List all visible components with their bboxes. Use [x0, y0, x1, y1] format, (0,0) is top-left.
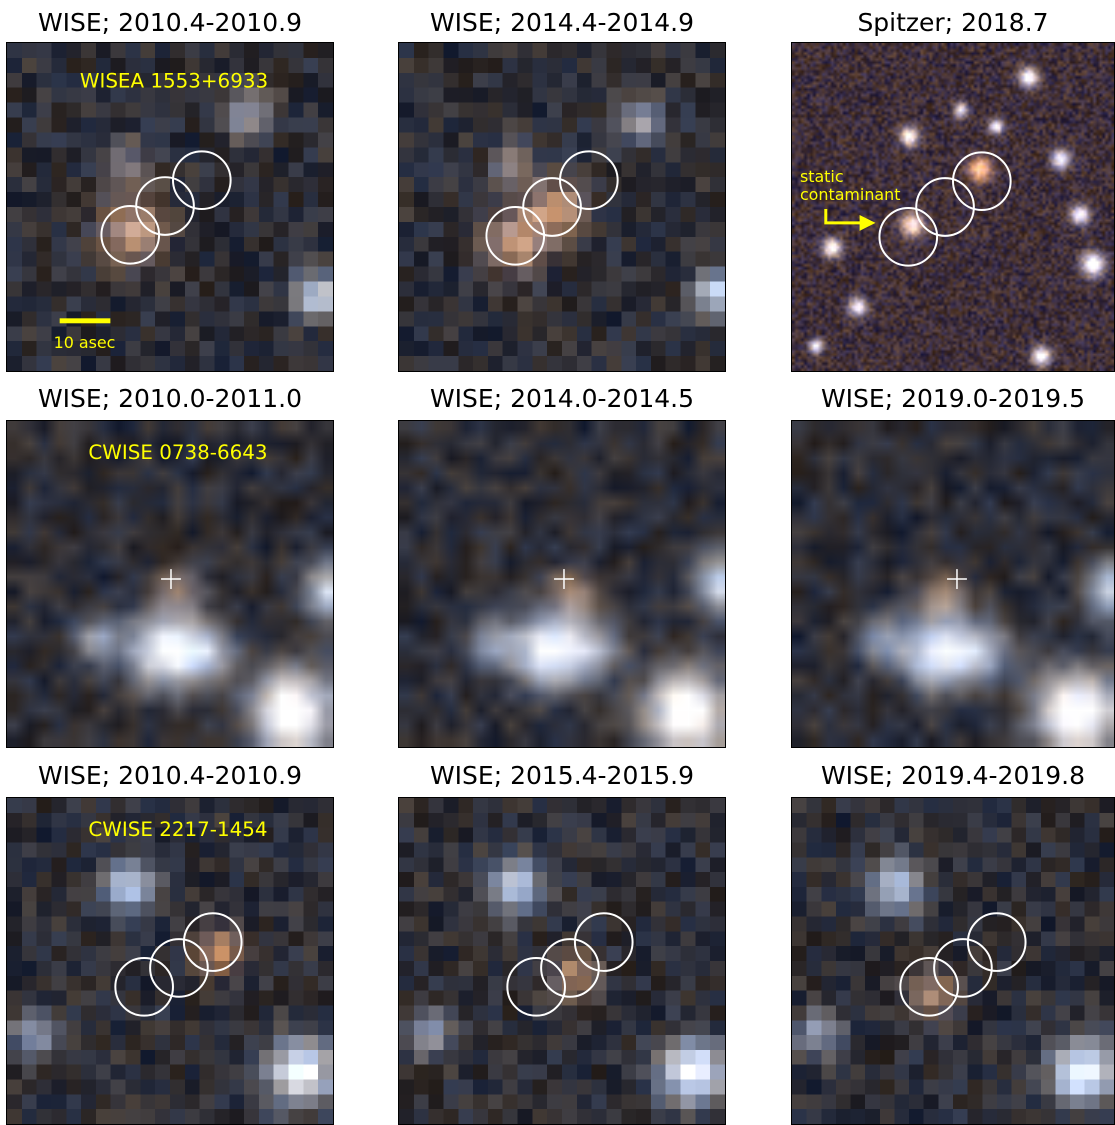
crosshair-marker — [554, 569, 574, 589]
panel-title: Spitzer; 2018.7 — [857, 8, 1049, 37]
scale-bar — [59, 318, 111, 324]
sky-image: CWISE 0738-6643 — [6, 420, 334, 748]
position-circle — [540, 938, 600, 998]
annotation-line-2: contaminant — [800, 185, 901, 204]
position-circle — [171, 150, 232, 210]
position-circle — [506, 957, 566, 1017]
crosshair-marker — [947, 569, 967, 589]
position-circle — [915, 177, 975, 237]
position-circle — [485, 206, 546, 266]
sky-image: static contaminant — [791, 42, 1115, 372]
crosshair-marker — [161, 569, 181, 589]
object-label: WISEA 1553+6933 — [80, 70, 268, 93]
panel-title: WISE; 2015.4-2015.9 — [429, 761, 695, 790]
panel-title: WISE; 2014.4-2014.9 — [429, 8, 695, 37]
position-circle — [135, 176, 195, 236]
panel-title: WISE; 2010.4-2010.9 — [37, 8, 303, 37]
sky-image-pixels — [399, 43, 725, 371]
panel-title: WISE; 2019.4-2019.8 — [820, 761, 1086, 790]
sky-image-pixels — [7, 421, 333, 747]
annotation-line-1: static — [800, 167, 844, 186]
object-label: CWISE 0738-6643 — [88, 441, 267, 464]
position-circle — [100, 205, 161, 265]
position-circle — [899, 957, 959, 1017]
position-circle — [933, 938, 993, 998]
position-circle — [952, 151, 1012, 211]
right-arrow-icon — [824, 208, 876, 231]
panel-7: WISE; 2010.4-2010.9 CWISE 2217-1454 — [6, 755, 334, 1125]
sky-image-pixels — [792, 798, 1114, 1124]
image-overlay — [899, 912, 1027, 1017]
panel-title: WISE; 2019.0-2019.5 — [820, 384, 1086, 413]
position-circle — [966, 912, 1027, 972]
sky-image — [398, 797, 726, 1125]
panel-8: WISE; 2015.4-2015.9 — [398, 755, 726, 1125]
sky-image-pixels — [399, 421, 725, 747]
sky-image-pixels — [792, 421, 1114, 747]
position-circle — [573, 912, 634, 972]
position-circle — [559, 150, 619, 210]
image-overlay — [554, 569, 574, 589]
position-circle — [149, 938, 209, 998]
sky-image: CWISE 2217-1454 — [6, 797, 334, 1125]
position-circle — [114, 957, 174, 1017]
sky-image — [791, 797, 1115, 1125]
panel-title: WISE; 2010.0-2011.0 — [37, 384, 303, 413]
panel-title: WISE; 2010.4-2010.9 — [37, 761, 303, 790]
sky-image: WISEA 1553+6933 10 asec — [6, 42, 334, 372]
panel-5: WISE; 2014.0-2014.5 — [398, 378, 726, 748]
scale-label: 10 asec — [54, 333, 116, 352]
image-overlay: CWISE 2217-1454 — [88, 818, 267, 1017]
image-overlay: CWISE 0738-6643 — [88, 441, 267, 589]
position-circle — [522, 177, 582, 237]
image-overlay: WISEA 1553+6933 10 asec — [54, 70, 268, 352]
object-label: CWISE 2217-1454 — [88, 818, 267, 841]
image-overlay — [485, 150, 619, 266]
sky-image — [398, 420, 726, 748]
sky-image — [398, 42, 726, 372]
image-overlay — [947, 569, 967, 589]
sky-image-pixels — [7, 798, 333, 1124]
sky-image-pixels — [7, 43, 333, 371]
sky-image-pixels — [399, 798, 725, 1124]
panel-4: WISE; 2010.0-2011.0 CWISE 0738-6643 — [6, 378, 334, 748]
position-circle — [878, 207, 939, 267]
position-circle — [182, 912, 243, 972]
sky-image — [791, 420, 1115, 748]
panel-1: WISE; 2010.4-2010.9 WISEA 1553+6933 10 a… — [6, 0, 334, 372]
panel-9: WISE; 2019.4-2019.8 — [791, 755, 1115, 1125]
panel-3: Spitzer; 2018.7 static contaminant — [791, 0, 1115, 372]
panel-title: WISE; 2014.0-2014.5 — [429, 384, 695, 413]
image-overlay — [506, 912, 634, 1017]
panel-6: WISE; 2019.0-2019.5 — [791, 378, 1115, 748]
image-overlay: static contaminant — [800, 151, 1012, 267]
sky-image-pixels — [792, 43, 1114, 371]
panel-2: WISE; 2014.4-2014.9 — [398, 0, 726, 372]
